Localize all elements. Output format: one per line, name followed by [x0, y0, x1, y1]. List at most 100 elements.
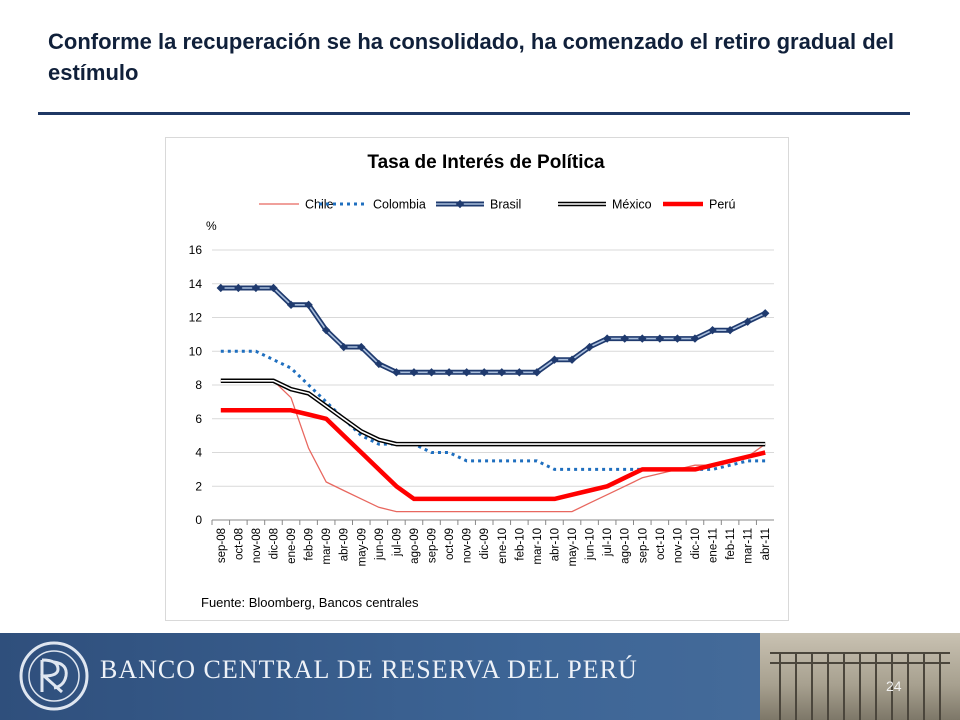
data-point-brasil [532, 368, 542, 377]
y-tick-label: 8 [195, 378, 202, 392]
data-point-brasil [725, 325, 735, 335]
x-tick-label: jun-10 [585, 528, 597, 561]
legend-label-brasil: Brasil [490, 198, 521, 212]
chart-legend: ChileColombiaBrasilMéxicoPerú [259, 198, 735, 212]
data-point-brasil [216, 283, 225, 293]
x-tick-label: abr-11 [760, 528, 772, 560]
x-tick-label: mar-09 [321, 528, 333, 564]
x-tick-label: ene-10 [497, 528, 509, 564]
x-tick-label: dic-09 [479, 528, 491, 559]
x-tick-label: feb-10 [514, 528, 526, 561]
slide-title: Conforme la recuperación se ha consolida… [48, 29, 894, 85]
data-point-brasil [690, 334, 700, 343]
chart-series [216, 283, 770, 513]
series-line-brasil-outline [220, 285, 767, 375]
x-tick-label: feb-09 [304, 528, 316, 561]
legend-label-colombia: Colombia [373, 198, 426, 212]
x-tick-label: oct-09 [444, 528, 456, 560]
data-point-brasil [357, 342, 366, 352]
y-tick-label: 12 [189, 311, 203, 325]
data-point-brasil [480, 368, 489, 377]
data-point-brasil [497, 368, 506, 377]
data-point-brasil [743, 317, 752, 326]
x-tick-label: jul-10 [602, 528, 614, 557]
data-point-brasil [409, 368, 419, 377]
data-point-brasil [374, 359, 384, 369]
data-point-brasil [761, 309, 770, 318]
bank-seal-logo [19, 641, 89, 711]
legend-label-peru: Perú [709, 198, 735, 212]
data-point-brasil [567, 355, 577, 364]
data-point-brasil [234, 283, 243, 293]
x-tick-label: nov-10 [672, 528, 684, 563]
data-point-brasil [286, 300, 296, 310]
legend-marker-brasil [455, 199, 465, 209]
x-tick-label: dic-10 [690, 528, 702, 559]
chart-axes: 0 2 4 6 8 10 12 14 16 sep-08 oct-08 nov-08 dic-08 ene… [189, 243, 774, 566]
building-illustration [770, 652, 950, 720]
y-tick-label: 0 [195, 513, 202, 527]
data-point-brasil [708, 325, 717, 335]
x-tick-label: sep-09 [427, 528, 439, 563]
x-tick-label: ene-09 [286, 528, 298, 564]
data-point-brasil [304, 300, 313, 310]
bank-name: BANCO CENTRAL DE RESERVA DEL PERÚ [100, 655, 638, 684]
y-tick-label: 16 [189, 243, 203, 257]
y-tick-label: 4 [195, 446, 202, 460]
x-tick-label: may-09 [356, 528, 368, 566]
x-tick-label: mar-10 [532, 528, 544, 564]
data-point-brasil [339, 342, 348, 352]
data-point-brasil [444, 368, 454, 377]
x-tick-label: sep-10 [637, 528, 649, 563]
x-tick-label: abr-10 [549, 528, 561, 561]
chart-title: Tasa de Interés de Política [367, 152, 605, 173]
x-tick-label: sep-08 [216, 528, 228, 563]
y-tick-label: 14 [189, 277, 203, 291]
y-tick-label: 6 [195, 412, 202, 426]
data-point-brasil [655, 334, 665, 343]
y-axis-unit-label: % [206, 219, 217, 233]
x-tick-label: mar-11 [743, 528, 755, 564]
data-point-brasil [515, 368, 524, 377]
x-tick-label: nov-09 [462, 528, 474, 563]
data-point-brasil [585, 342, 594, 352]
policy-rate-chart: Tasa de Interés de Política % 0 2 4 6 8 10 12 1… [189, 152, 774, 610]
data-point-brasil [602, 334, 612, 343]
data-point-brasil [620, 334, 629, 343]
data-point-brasil [392, 368, 401, 377]
building-photo [760, 633, 960, 720]
data-point-brasil [321, 325, 331, 335]
x-tick-label: feb-11 [725, 528, 737, 560]
legend-label-mexico: México [612, 198, 652, 212]
x-tick-label: ene-11 [708, 528, 720, 563]
data-point-brasil [673, 334, 682, 343]
x-tick-label: may-10 [567, 528, 579, 566]
series-line-peru [220, 408, 766, 502]
x-tick-label: ago-09 [409, 528, 421, 564]
chart-source-note: Fuente: Bloomberg, Bancos centrales [201, 595, 419, 610]
x-tick-label: jul-09 [391, 528, 403, 557]
data-point-brasil [269, 283, 278, 293]
footer-banner: BANCO CENTRAL DE RESERVA DEL PERÚ 24 [0, 633, 960, 720]
y-tick-label: 2 [195, 479, 202, 493]
title-divider [38, 112, 910, 115]
series-line-colombia [220, 349, 766, 471]
x-tick-label: abr-09 [339, 528, 351, 561]
chart-gridlines [212, 249, 774, 487]
y-tick-label: 10 [189, 344, 203, 358]
series-line-brasil [220, 287, 766, 374]
data-point-brasil [251, 283, 261, 293]
series-line-mexico [220, 380, 766, 445]
x-tick-label: dic-08 [268, 528, 280, 559]
page-number: 24 [886, 678, 902, 694]
x-tick-label: ago-10 [620, 528, 632, 564]
data-point-brasil [462, 368, 471, 377]
x-tick-label: oct-10 [655, 528, 667, 560]
x-tick-label: jun-09 [374, 528, 386, 561]
data-point-brasil [427, 368, 436, 377]
data-point-brasil [638, 334, 647, 343]
x-tick-label: oct-08 [233, 528, 245, 560]
chart-container: Tasa de Interés de Política % 0 2 4 6 8 10 12 1… [165, 137, 789, 621]
x-tick-label: nov-08 [251, 528, 263, 563]
data-point-brasil [550, 355, 559, 364]
